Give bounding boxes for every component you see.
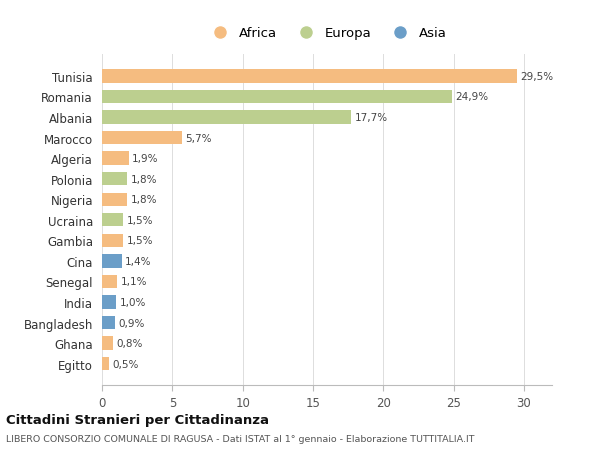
Bar <box>102 213 123 227</box>
Text: 1,9%: 1,9% <box>132 154 159 164</box>
Bar <box>102 111 351 124</box>
Bar <box>102 90 452 104</box>
Bar <box>102 275 118 289</box>
Text: 29,5%: 29,5% <box>520 72 553 82</box>
Text: 0,9%: 0,9% <box>118 318 145 328</box>
Bar <box>102 316 115 330</box>
Bar <box>102 152 129 165</box>
Text: 1,5%: 1,5% <box>127 215 153 225</box>
Bar <box>102 357 109 370</box>
Bar <box>102 337 113 350</box>
Bar <box>102 234 123 247</box>
Text: 1,5%: 1,5% <box>127 236 153 246</box>
Text: 1,1%: 1,1% <box>121 277 148 287</box>
Bar <box>102 132 182 145</box>
Text: 1,8%: 1,8% <box>131 174 157 185</box>
Text: 1,4%: 1,4% <box>125 256 152 266</box>
Text: LIBERO CONSORZIO COMUNALE DI RAGUSA - Dati ISTAT al 1° gennaio - Elaborazione TU: LIBERO CONSORZIO COMUNALE DI RAGUSA - Da… <box>6 434 475 443</box>
Text: 5,7%: 5,7% <box>185 133 212 143</box>
Text: 17,7%: 17,7% <box>355 113 388 123</box>
Bar <box>102 193 127 207</box>
Bar <box>102 296 116 309</box>
Text: 0,5%: 0,5% <box>113 359 139 369</box>
Text: Cittadini Stranieri per Cittadinanza: Cittadini Stranieri per Cittadinanza <box>6 413 269 426</box>
Bar <box>102 70 517 84</box>
Bar <box>102 255 122 268</box>
Text: 1,0%: 1,0% <box>119 297 146 308</box>
Text: 0,8%: 0,8% <box>117 338 143 348</box>
Text: 24,9%: 24,9% <box>455 92 489 102</box>
Legend: Africa, Europa, Asia: Africa, Europa, Asia <box>202 22 452 45</box>
Bar <box>102 173 127 186</box>
Text: 1,8%: 1,8% <box>131 195 157 205</box>
